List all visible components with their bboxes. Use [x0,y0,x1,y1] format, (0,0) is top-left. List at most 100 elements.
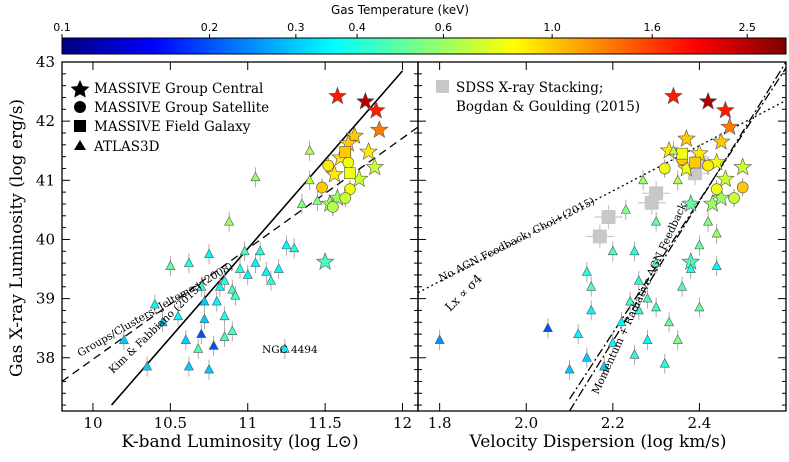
atlas3d-point [711,260,722,270]
x-tick-label: 11.5 [308,414,341,432]
group-central-point [711,132,731,150]
colorbar-title: Gas Temperature (keV) [331,3,469,17]
atlas3d-point [542,322,553,332]
right-axis-ticks: 1.8 2.0 2.2 2.4 [418,62,786,432]
right-x-axis-label: Velocity Dispersion (log km/s) [469,432,727,452]
atlas3d-point [273,263,284,273]
atlas3d-point [668,145,679,155]
legend-stacking-marker [436,80,449,93]
left-data-points [118,86,389,380]
atlas3d-point [279,343,290,353]
atlas3d-point [642,334,653,344]
atlas3d-point [227,284,238,294]
colorbar-tick-label: 1.6 [643,21,661,34]
x-tick-label: 2.2 [601,414,625,432]
field-galaxy-point [676,147,688,160]
atlas3d-point [312,195,323,205]
atlas3d-point [242,269,253,279]
annotation-jeltema: Groups/Clusters; Jeltema+(2008) [76,260,236,359]
legend-entry-group-central: MASSIVE Group Central [94,81,263,97]
field-galaxy-point [344,167,356,180]
y-tick-label: 42 [36,112,55,130]
atlas3d-point [633,275,644,285]
group-satellite-point [342,156,355,169]
atlas3d-point [183,360,194,371]
atlas3d-point [250,257,261,267]
atlas3d-point [651,257,662,267]
field-galaxy-point [339,146,352,158]
atlas3d-point [255,245,266,256]
group-central-point [328,86,347,105]
group-central-point [315,252,335,270]
left-fit-lines [62,70,418,406]
y-tick-label: 41 [36,171,55,189]
group-central-point [355,91,375,110]
group-central-point [365,157,384,176]
x-tick-label: 11 [238,414,257,432]
atlas3d-point [659,358,670,368]
group-central-point [677,129,696,147]
atlas3d-point [304,145,315,155]
atlas3d-point [638,174,649,185]
atlas3d-point [193,343,204,353]
atlas3d-point [573,328,584,338]
atlas3d-point [711,227,722,238]
atlas3d-point [304,174,315,185]
atlas3d-point [564,363,575,374]
group-satellite-point [736,181,749,194]
atlas3d-point [629,245,640,256]
stacking-point [601,209,616,224]
atlas3d-point [157,316,168,327]
atlas3d-point [204,363,215,374]
atlas3d-point [230,290,241,300]
legend-triangle-marker [74,140,86,150]
group-central-point [711,188,731,206]
legend-entry-atlas3d: ATLAS3D [93,139,160,155]
stacking-point [649,186,664,201]
atlas3d-point [703,216,714,226]
atlas3d-point [261,266,272,276]
legend-entry-group-satellite: MASSIVE Group Satellite [94,100,269,116]
fit-line [568,62,786,411]
atlas3d-point [183,257,194,267]
atlas3d-point [211,295,222,306]
group-satellite-point [327,201,339,213]
atlas3d-point [208,340,219,350]
left-x-axis-label: K-band Luminosity (log L⊙) [121,432,358,452]
legend-entry-field-galaxy: MASSIVE Field Galaxy [94,119,251,135]
atlas3d-point [599,360,610,371]
x-tick-label: 12 [393,414,412,432]
x-tick-label: 2.4 [687,414,711,432]
atlas3d-point [685,263,696,273]
group-central-point [707,152,727,171]
atlas3d-point [281,239,292,250]
left-axis-ticks: 10 10.5 11 11.5 12 38 39 40 41 42 43 [36,53,418,432]
x-tick-label: 1.8 [428,414,452,432]
group-central-point [720,117,740,135]
annotation-ngc4494: NGC 4494 [262,344,318,356]
atlas3d-point [219,275,230,285]
atlas3d-point [239,245,250,256]
colorbar-gradient [61,37,787,55]
group-satellite-point [728,192,740,204]
group-central-point [733,157,753,176]
group-satellite-point [322,159,335,172]
fit-line [110,70,404,406]
stacking-point [688,166,703,181]
atlas3d-point [199,295,210,306]
legend-square-marker [74,120,86,132]
legend-entry-sdss-line2: Bogdan & Goulding (2015) [456,99,640,115]
atlas3d-point [199,313,210,324]
atlas3d-point [633,304,644,315]
atlas3d-point [581,352,592,362]
legend-circle-marker [74,101,86,113]
group-satellite-point [702,159,714,172]
x-tick-label: 2.0 [514,414,538,432]
atlas3d-point [296,198,307,208]
atlas3d-point [607,245,618,256]
colorbar-tick-label: 0.6 [435,21,453,34]
atlas3d-point [625,295,636,306]
group-satellite-point [316,181,328,194]
atlas3d-point [196,281,207,291]
